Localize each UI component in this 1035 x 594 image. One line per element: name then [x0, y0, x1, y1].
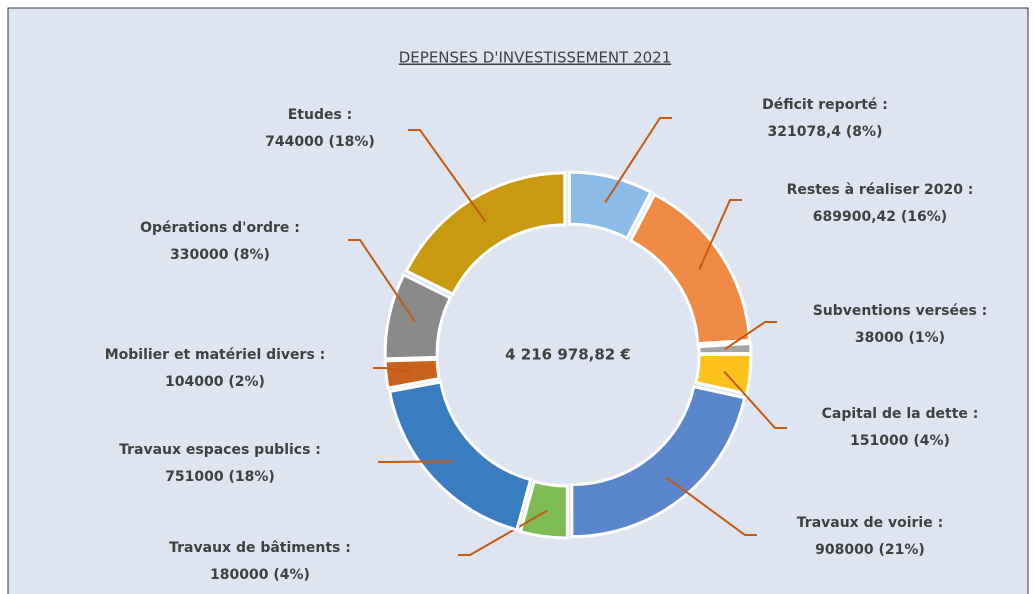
donut-segment — [570, 384, 747, 539]
value-label: 180000 (4%) — [210, 567, 310, 583]
category-label: Travaux de bâtiments : — [169, 540, 351, 556]
category-label: Travaux espaces publics : — [119, 442, 321, 458]
donut-segment — [694, 352, 753, 396]
donut-segment — [404, 171, 567, 297]
leader-line — [458, 509, 548, 556]
donut-segment — [383, 357, 441, 390]
leader-line — [698, 199, 742, 270]
value-label: 744000 (18%) — [265, 134, 375, 150]
leader-line — [723, 370, 787, 429]
category-label: Opérations d'ordre : — [140, 220, 300, 236]
donut-segment — [387, 380, 533, 532]
donut-segment — [567, 170, 653, 241]
leader-line — [378, 460, 453, 463]
value-label: 38000 (1%) — [855, 330, 945, 346]
category-label: Etudes : — [288, 107, 353, 123]
value-label: 104000 (2%) — [165, 374, 265, 390]
leader-line — [665, 476, 757, 536]
category-label: Déficit reporté : — [762, 97, 888, 113]
category-label: Capital de la dette : — [822, 406, 979, 422]
donut-segment — [383, 272, 453, 361]
value-label: 908000 (21%) — [815, 542, 925, 558]
value-label: 151000 (4%) — [850, 433, 950, 449]
category-label: Subventions versées : — [813, 303, 988, 319]
donut-segment — [628, 192, 752, 346]
category-label: Travaux de voirie : — [797, 515, 943, 531]
leader-line — [408, 129, 487, 223]
leader-line — [373, 367, 413, 373]
value-label: 751000 (18%) — [165, 469, 275, 485]
value-label: 321078,4 (8%) — [768, 124, 883, 140]
category-label: Restes à réaliser 2020 : — [787, 182, 974, 198]
category-label: Mobilier et matériel divers : — [105, 347, 326, 363]
leader-line — [348, 239, 416, 322]
chart-title: DEPENSES D'INVESTISSEMENT 2021 — [399, 49, 672, 67]
center-label: 4 216 978,82 € — [505, 346, 631, 364]
value-label: 689900,42 (16%) — [813, 209, 947, 225]
leader-line — [724, 321, 777, 351]
leader-line — [604, 117, 672, 204]
donut-segment — [518, 479, 569, 540]
value-label: 330000 (8%) — [170, 247, 270, 263]
